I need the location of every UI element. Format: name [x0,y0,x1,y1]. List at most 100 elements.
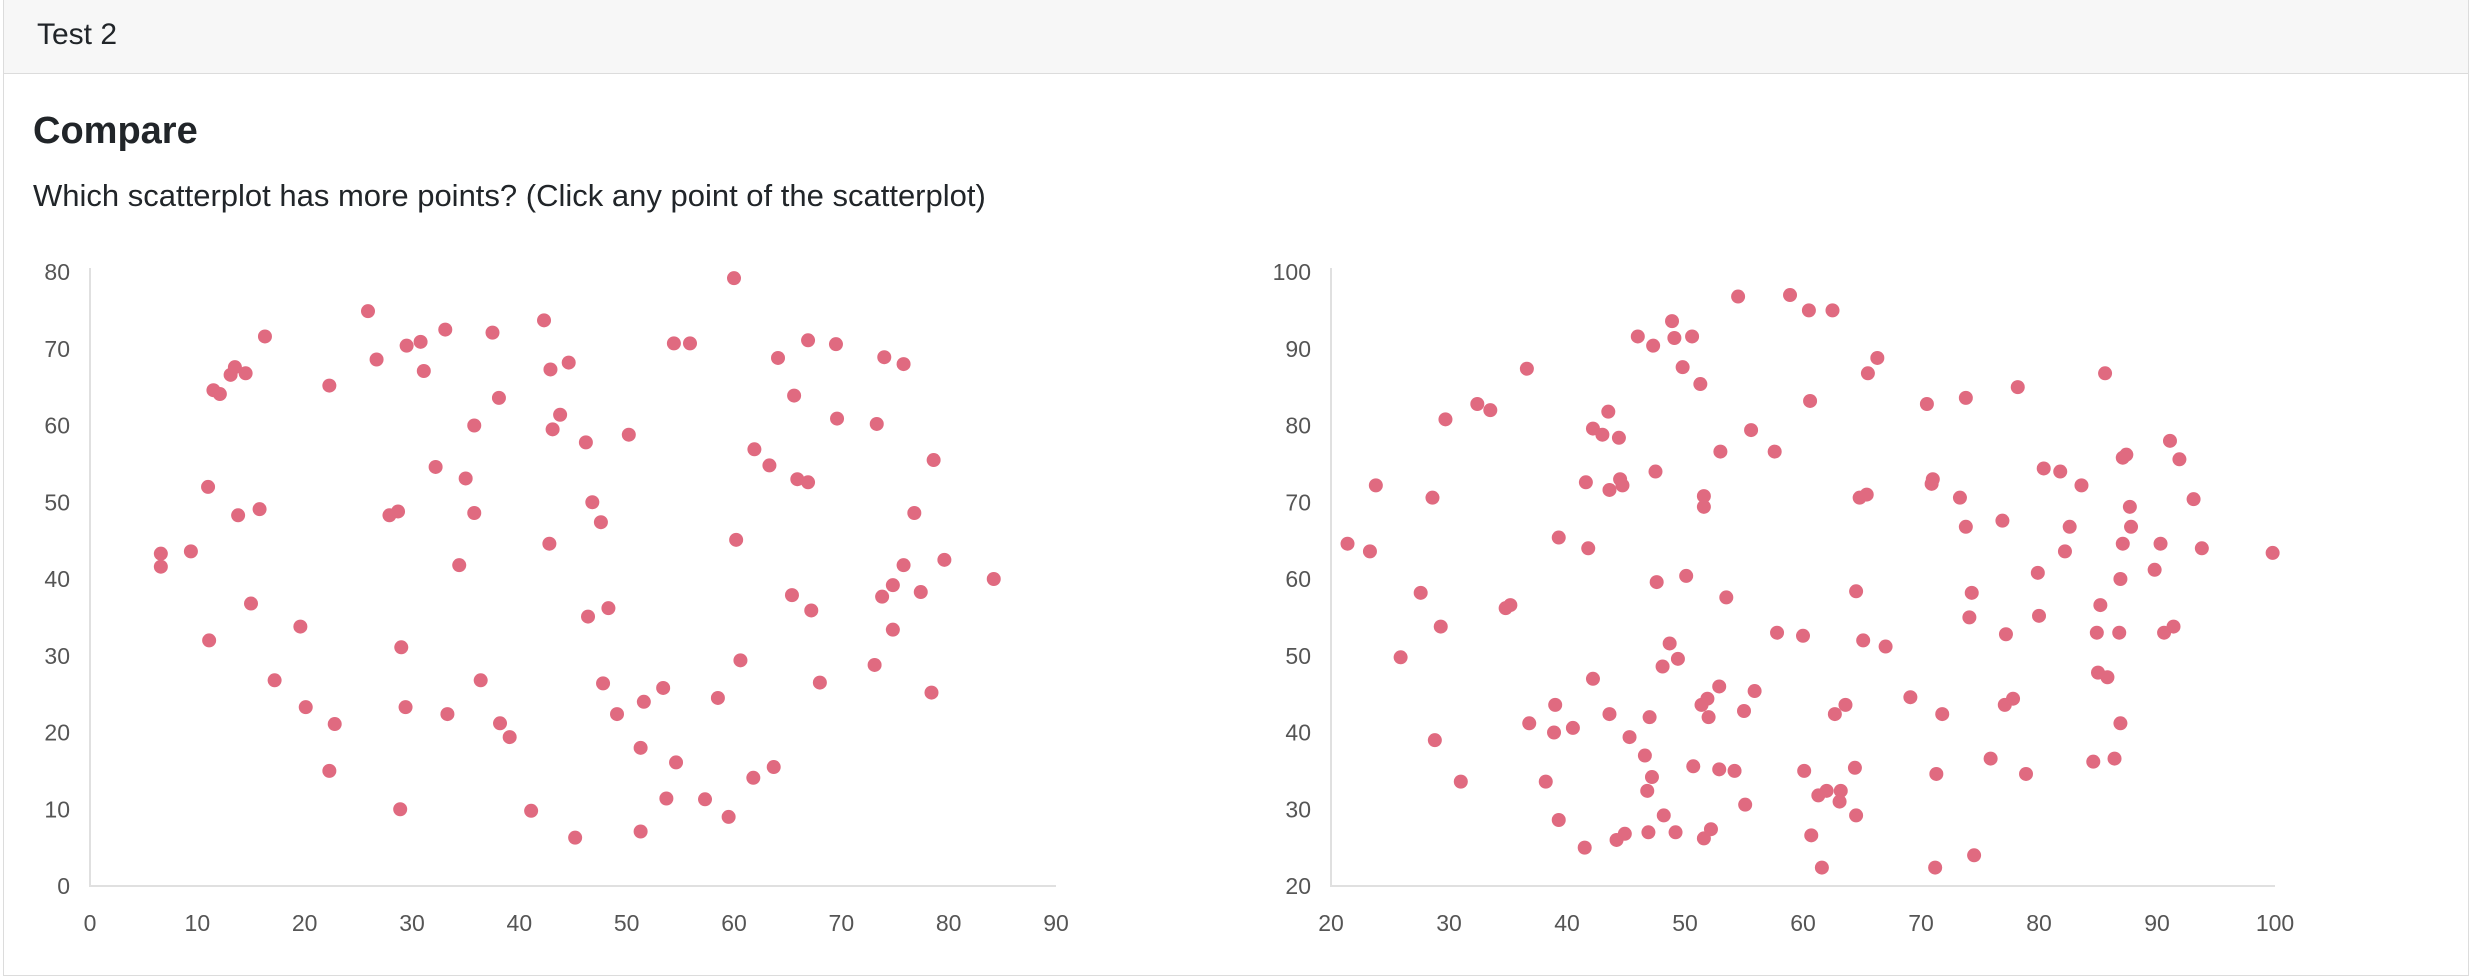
left-scatter-point[interactable] [201,479,216,494]
left-scatter-point[interactable] [610,707,625,722]
left-scatter-point[interactable] [596,676,611,691]
right-scatter-point[interactable] [1662,636,1677,651]
right-scatter-point[interactable] [1727,763,1742,778]
right-scatter-point[interactable] [1453,774,1468,789]
right-scatter-point[interactable] [1744,423,1759,438]
right-scatter-point[interactable] [1770,625,1785,640]
right-scatter-point[interactable] [1413,585,1428,600]
left-scatter-point[interactable] [659,791,674,806]
right-scatter-point[interactable] [1433,619,1448,634]
scatterplot-left[interactable]: 0 10 20 30 40 50 60 70 80 0 10 20 30 40 50 60 70 80 90 [0,0,1220,980]
left-scatter-point[interactable] [585,495,600,510]
right-scatter-point[interactable] [1578,475,1593,490]
left-scatter-point[interactable] [413,334,428,349]
right-scatter-point[interactable] [1803,393,1818,408]
right-scatter-point[interactable] [1425,490,1440,505]
left-scatter-point[interactable] [581,609,596,624]
left-scatter-point[interactable] [202,633,217,648]
left-scatter-point[interactable] [360,304,375,319]
left-scatter-point[interactable] [543,362,558,377]
left-scatter-point[interactable] [926,453,941,468]
left-scatter-point[interactable] [867,657,882,672]
right-scatter-point[interactable] [1648,464,1663,479]
left-scatter-point[interactable] [257,329,272,344]
right-scatter-point[interactable] [2053,464,2068,479]
left-scatter-point[interactable] [812,675,827,690]
left-scatter-point[interactable] [601,601,616,616]
left-scatter-point[interactable] [327,717,342,732]
right-scatter-point[interactable] [1859,487,1874,502]
right-scatter-point[interactable] [1548,697,1563,712]
right-scatter-point[interactable] [1849,584,1864,599]
right-scatter-point[interactable] [2010,380,2025,395]
left-scatter-point[interactable] [212,387,227,402]
right-scatter-point[interactable] [1617,826,1632,841]
right-scatter-point[interactable] [1783,288,1798,303]
right-scatter-point[interactable] [1731,289,1746,304]
left-scatter-point[interactable] [322,763,337,778]
right-scatter-point[interactable] [1602,482,1617,497]
left-scatter-point[interactable] [784,588,799,603]
right-scatter-point[interactable] [2265,545,2280,560]
right-scatter-point[interactable] [1601,404,1616,419]
left-scatter-point[interactable] [438,322,453,337]
right-scatter-point[interactable] [1427,733,1442,748]
right-scatter-point[interactable] [2093,598,2108,613]
left-scatter-point[interactable] [721,809,736,824]
right-scatter-point[interactable] [1919,397,1934,412]
left-scatter-point[interactable] [896,558,911,573]
left-scatter-point[interactable] [924,685,939,700]
right-scatter-point[interactable] [1686,759,1701,774]
right-scatter-point[interactable] [1637,748,1652,763]
right-scatter-point[interactable] [1700,691,1715,706]
right-scatter-point[interactable] [1804,828,1819,843]
left-scatter-point[interactable] [440,707,455,722]
left-scatter-point[interactable] [986,572,1001,586]
right-scatter-point[interactable] [2107,751,2122,766]
left-scatter-point[interactable] [252,502,267,517]
left-scatter-point[interactable] [428,459,443,474]
right-scatter-point[interactable] [1640,783,1655,798]
right-scatter-point[interactable] [1998,627,2013,642]
left-scatter-point[interactable] [727,271,741,286]
right-scatter-point[interactable] [1611,430,1626,445]
right-scatter-point[interactable] [1551,530,1566,545]
left-scatter-point[interactable] [298,700,313,715]
left-scatter-point[interactable] [398,700,413,715]
right-scatter-point[interactable] [1870,350,1885,365]
left-scatter-point[interactable] [636,694,651,709]
left-scatter-point[interactable] [183,544,198,559]
left-scatter-point[interactable] [485,325,500,340]
left-scatter-point[interactable] [875,589,890,604]
left-scatter-point[interactable] [766,760,781,775]
right-scatter-point[interactable] [1602,707,1617,722]
left-scatter-point[interactable] [561,355,576,370]
left-scatter-point[interactable] [633,740,648,755]
left-scatter-point[interactable] [393,802,408,817]
left-scatter-point[interactable] [227,360,242,375]
right-scatter-point[interactable] [1368,478,1383,493]
right-scatter-point[interactable] [1595,427,1610,442]
right-scatter-point[interactable] [2162,433,2177,448]
right-scatter-point[interactable] [1995,513,2010,528]
right-scatter-point[interactable] [1856,633,1871,648]
right-scatter-point[interactable] [1952,490,1967,505]
left-scatter-point[interactable] [830,411,845,426]
left-scatter-point[interactable] [394,640,409,655]
left-scatter-point[interactable] [467,418,482,433]
left-scatter-point[interactable] [885,578,900,593]
right-scatter-point[interactable] [1685,329,1700,344]
right-scatter-point[interactable] [1967,848,1982,863]
right-scatter-point[interactable] [1649,575,1664,590]
right-scatter-point[interactable] [1641,825,1656,840]
right-scatter-point[interactable] [2124,519,2139,534]
right-scatter-point[interactable] [1551,812,1566,827]
left-scatter-point[interactable] [545,422,560,437]
right-scatter-point[interactable] [1646,338,1661,353]
left-scatter-point[interactable] [238,366,253,381]
right-scatter-point[interactable] [1362,544,1377,559]
left-scatter-point[interactable] [907,505,922,520]
right-scatter-point[interactable] [2032,608,2046,623]
left-scatter-point[interactable] [553,407,568,422]
right-scatter-point[interactable] [1393,650,1408,665]
